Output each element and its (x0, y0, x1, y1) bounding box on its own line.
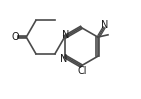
Text: O: O (12, 32, 19, 42)
Text: N: N (101, 20, 108, 30)
Text: N: N (62, 30, 69, 40)
Text: Cl: Cl (77, 66, 87, 76)
Text: N: N (60, 54, 68, 64)
